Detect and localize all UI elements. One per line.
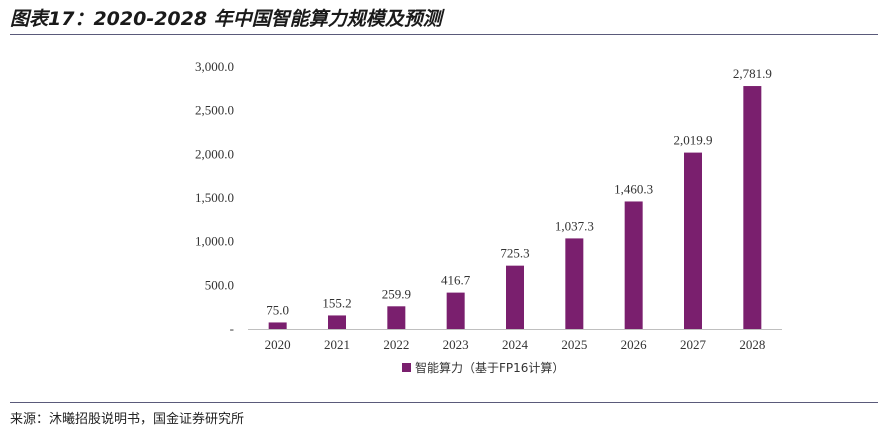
data-label-2026: 1,460.3 — [614, 181, 653, 196]
data-label-2025: 1,037.3 — [555, 218, 594, 233]
data-label-2023: 416.7 — [441, 273, 471, 288]
bar-2024 — [506, 265, 524, 329]
x-tick-label-2023: 2023 — [443, 337, 469, 352]
legend-swatch — [402, 363, 411, 372]
data-label-2021: 155.2 — [322, 295, 351, 310]
x-tick-label-2022: 2022 — [383, 337, 409, 352]
y-tick-label: 2,500.0 — [195, 103, 234, 118]
x-tick-label-2024: 2024 — [502, 337, 529, 352]
data-label-2027: 2,019.9 — [674, 133, 713, 148]
bar-2028 — [743, 86, 762, 330]
bar-2027 — [684, 152, 702, 329]
figure-title: 图表17：2020-2028 年中国智能算力规模及预测 — [10, 8, 442, 30]
x-tick-label-2028: 2028 — [739, 337, 765, 352]
bar-2020 — [268, 322, 287, 329]
data-label-2024: 725.3 — [500, 246, 529, 261]
x-tick-label-2026: 2026 — [621, 337, 648, 352]
bar-chart: - 500.0 1,000.0 1,500.0 2,000.0 2,500.0 3,000.… — [195, 59, 782, 375]
legend-label: 智能算力（基于FP16计算） — [415, 360, 564, 375]
y-tick-label: 2,000.0 — [195, 146, 234, 161]
source-note: 来源：沐曦招股说明书，国金证券研究所 — [10, 412, 245, 427]
x-tick-label-2025: 2025 — [561, 337, 587, 352]
y-tick-label: 1,000.0 — [195, 234, 234, 249]
bar-2023 — [446, 292, 465, 329]
data-label-2020: 75.0 — [266, 302, 289, 317]
y-tick-label: - — [230, 321, 234, 336]
bar-2026 — [624, 201, 643, 329]
source-rule — [10, 402, 878, 403]
bar-2022 — [387, 306, 406, 329]
bar-2025 — [565, 238, 584, 329]
bar-2021 — [328, 315, 346, 329]
x-tick-label-2020: 2020 — [265, 337, 291, 352]
data-label-2028: 2,781.9 — [733, 66, 772, 81]
y-tick-label: 1,500.0 — [195, 190, 234, 205]
x-tick-label-2027: 2027 — [680, 337, 707, 352]
x-tick-label-2021: 2021 — [324, 337, 350, 352]
data-label-2022: 259.9 — [382, 286, 411, 301]
y-tick-label: 500.0 — [205, 277, 234, 292]
title-rule — [10, 34, 878, 35]
y-tick-label: 3,000.0 — [195, 59, 234, 74]
